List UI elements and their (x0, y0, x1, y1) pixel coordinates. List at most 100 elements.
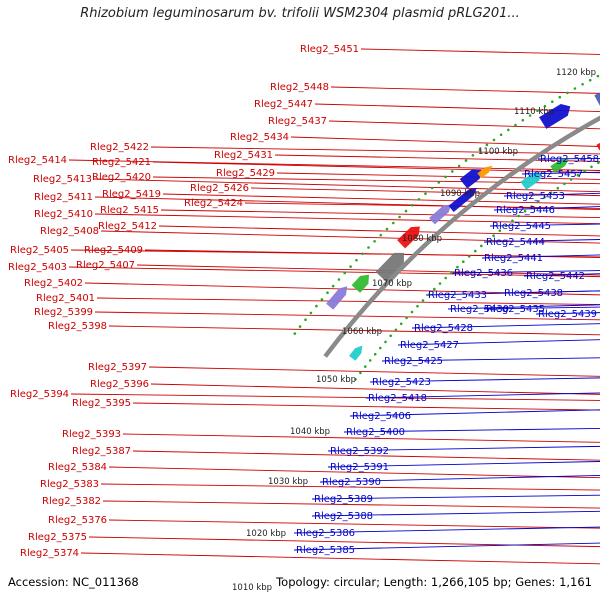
kbp-tick-label: 1080 kbp (402, 234, 442, 244)
forward-gene-label: Rleg2_5421 (92, 157, 151, 168)
gc-dot (576, 173, 580, 177)
gc-dot (504, 224, 508, 227)
gc-dot (581, 83, 584, 86)
forward-gene-label: Rleg2_5431 (214, 150, 273, 161)
leader-line (68, 159, 600, 171)
leader-line (152, 161, 600, 174)
reverse-gene-label: Rleg2_5428 (414, 323, 473, 334)
gene-feature (326, 286, 348, 310)
backbone-arc (323, 115, 600, 358)
leader-line (108, 466, 600, 479)
gc-dot (421, 299, 425, 302)
gene-feature (459, 169, 482, 189)
leader-line (102, 500, 600, 509)
reverse-gene-label: Rleg2_5442 (526, 271, 585, 282)
leader-line (349, 409, 600, 417)
gc-dot (433, 287, 436, 291)
leader-line (244, 202, 600, 209)
gc-dot (349, 265, 352, 268)
reverse-gene-label: Rleg2_5391 (330, 462, 389, 473)
gc-dot (384, 340, 387, 344)
gc-dot (298, 325, 302, 328)
gc-dot (354, 378, 357, 381)
reverse-gene-label: Rleg2_5386 (296, 528, 355, 539)
gc-dot (517, 214, 520, 218)
gc-dot (417, 198, 421, 201)
leader-line (96, 297, 600, 305)
gene-feature (349, 345, 363, 361)
gc-dot (464, 159, 468, 162)
leader-line (330, 86, 600, 94)
forward-gene-label: Rleg2_5394 (10, 389, 69, 400)
gc-dot (410, 310, 414, 314)
gc-dot (355, 258, 358, 262)
forward-gene-label: Rleg2_5448 (270, 82, 329, 93)
gc-dot (569, 178, 573, 181)
gene-feature (520, 172, 542, 190)
gc-dot (549, 191, 553, 194)
forward-gene-label: Rleg2_5420 (92, 172, 151, 183)
gc-dot (596, 74, 600, 78)
reverse-gene-label: Rleg2_5406 (352, 411, 411, 422)
gc-dot (498, 229, 502, 232)
leader-line (100, 483, 600, 491)
gene-feature (375, 252, 404, 282)
gc-dot (451, 170, 454, 173)
reverse-gene-label: Rleg2_5436 (454, 268, 513, 279)
gene-feature (550, 159, 569, 173)
gc-dot (492, 138, 496, 142)
map-title: Rhizobium leguminosarum bv. trifolii WSM… (80, 6, 520, 21)
reverse-gene-label: Rleg2_5433 (428, 290, 487, 301)
forward-gene-label: Rleg2_5387 (72, 446, 131, 457)
forward-gene-label: Rleg2_5413 (33, 174, 92, 185)
leader-line (160, 209, 600, 219)
gc-dot (361, 252, 364, 256)
gc-dot (551, 100, 554, 103)
gc-dot (398, 215, 401, 219)
gc-dot (367, 246, 370, 249)
gc-dot (536, 200, 540, 204)
leader-line (162, 193, 600, 205)
leader-line (365, 392, 600, 399)
leader-line (327, 445, 600, 452)
leader-line (93, 178, 600, 193)
forward-gene-label: Rleg2_5434 (230, 132, 289, 143)
forward-gene-label: Rleg2_5393 (62, 429, 121, 440)
forward-gene-label: Rleg2_5398 (48, 321, 107, 332)
leader-line (274, 154, 600, 162)
gc-dot (478, 148, 482, 152)
leader-line (311, 494, 600, 500)
forward-gene-label: Rleg2_5411 (34, 192, 93, 203)
gene-feature (397, 226, 420, 249)
forward-gene-label: Rleg2_5375 (28, 532, 87, 543)
forward-gene-label: Rleg2_5414 (8, 155, 67, 166)
label-leaders (68, 48, 600, 565)
gc-dot (444, 276, 448, 280)
accession-text: Accession: NC_011368 (8, 575, 139, 589)
reverse-gene-label: Rleg2_5435 (486, 304, 545, 315)
forward-gene-label: Rleg2_5437 (268, 116, 327, 127)
forward-gene-label: Rleg2_5429 (216, 168, 275, 179)
gc-dot (326, 291, 329, 295)
gc-dot (486, 239, 489, 243)
reverse-gene-label: Rleg2_5438 (504, 288, 563, 299)
forward-gene-label: Rleg2_5399 (34, 307, 93, 318)
gc-dot (597, 161, 600, 165)
gene-feature (594, 92, 600, 106)
gc-dot (530, 205, 533, 208)
gc-dot (471, 154, 475, 157)
forward-gene-label: Rleg2_5397 (88, 362, 147, 373)
forward-gene-label: Rleg2_5407 (76, 260, 135, 271)
gene-feature (477, 165, 493, 179)
gc-dot (563, 182, 566, 186)
gc-dot (444, 175, 447, 179)
leader-line (293, 526, 600, 534)
forward-gene-label: Rleg2_5410 (34, 209, 93, 220)
gc-dot (405, 316, 408, 320)
leader-line (132, 402, 600, 411)
reverse-gene-label: Rleg2_5439 (538, 309, 597, 320)
leader-line (360, 48, 600, 55)
gc-dot (528, 114, 532, 117)
gc-dot (379, 346, 382, 350)
